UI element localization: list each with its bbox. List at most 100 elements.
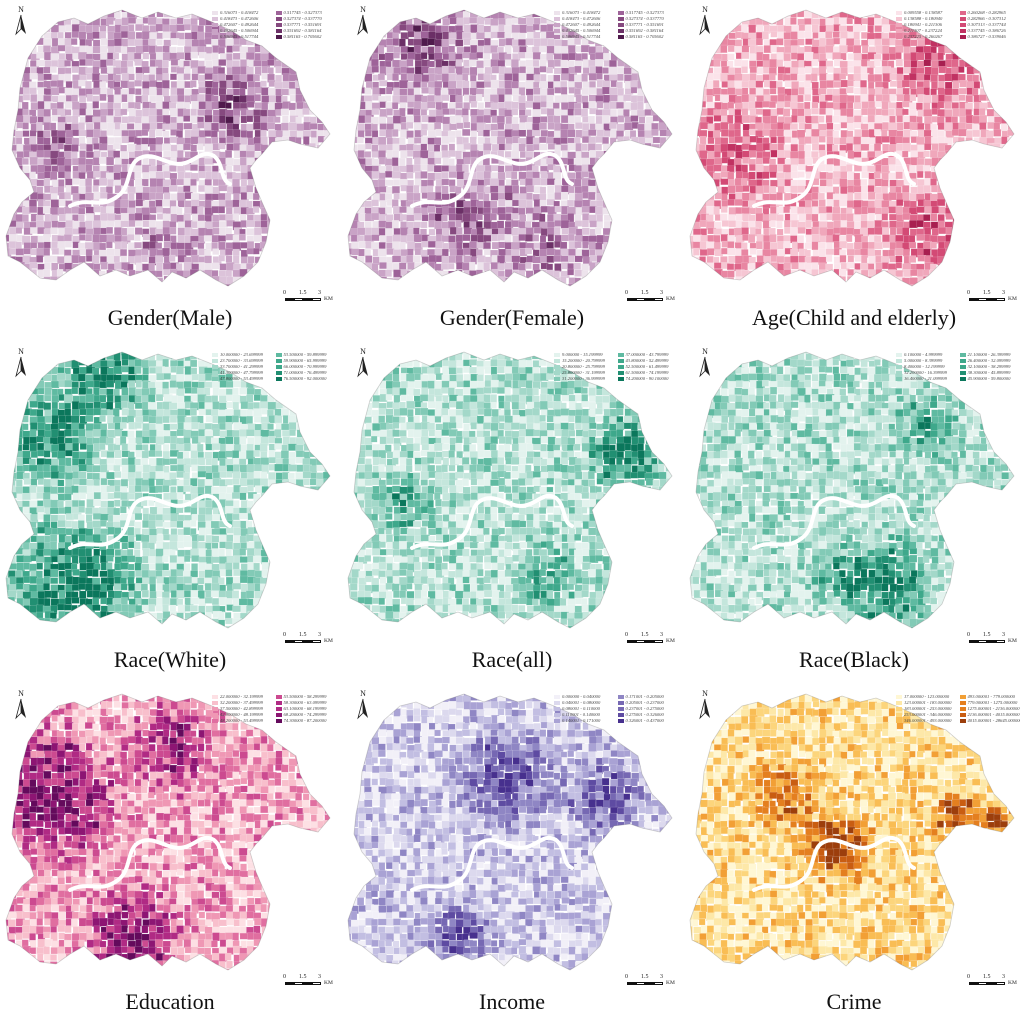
- legend-item: 22.000000 - 32.199999: [212, 694, 273, 699]
- legend-item: 53.500000 - 59.899999: [275, 352, 337, 357]
- north-arrow: N: [698, 348, 712, 383]
- legend-swatch: [959, 34, 966, 39]
- legend-swatch: [896, 364, 902, 369]
- scale-tick-label: 0: [283, 632, 286, 638]
- river-thames: [752, 151, 916, 208]
- legend-swatch: [212, 712, 218, 717]
- legend-swatch: [275, 352, 282, 357]
- legend-item: 48.200000 - 53.499999: [212, 718, 273, 723]
- map-area-units: [6, 10, 330, 286]
- borough-boundary: [5, 9, 331, 287]
- legend-swatch: [896, 28, 902, 33]
- legend-swatch: [617, 694, 624, 699]
- legend-swatch: [554, 16, 560, 21]
- north-label: N: [702, 5, 708, 14]
- north-label: N: [360, 689, 366, 698]
- legend-item: 0.040001 - 0.080000: [554, 700, 615, 705]
- legend-item: 0.205001 - 0.237000: [617, 700, 679, 705]
- scale-bar-segments: [285, 640, 321, 643]
- legend-item: 71.000000 - 76.499999: [275, 370, 337, 375]
- legend-item: 0.506945 - 0.517744: [212, 34, 273, 39]
- north-arrow-icon: [15, 14, 26, 36]
- legend-label: 66.000000 - 70.999999: [283, 364, 327, 369]
- legend-item: 0.506945 - 0.517744: [554, 34, 615, 39]
- legend-label: 8.400000 - 12.199999: [904, 364, 945, 369]
- legend-swatch: [617, 370, 624, 375]
- legend-swatch: [959, 694, 966, 699]
- legend-item: 0.527374 - 0.537770: [275, 16, 337, 21]
- legend-swatch: [554, 352, 560, 357]
- legend-swatch: [617, 712, 624, 717]
- choropleth-map: [347, 351, 673, 629]
- legend-item: 0.180941 - 0.211306: [896, 22, 957, 27]
- legend-label: 0.506945 - 0.517744: [220, 34, 259, 39]
- scale-tick-label: 3: [660, 632, 663, 638]
- legend-item: 10.000000 - 23.699999: [212, 352, 273, 357]
- legend-item: 0.282966 - 0.307312: [959, 16, 1021, 21]
- legend-item: 66.000000 - 70.999999: [275, 364, 337, 369]
- legend-item: 0.581165 - 0.705602: [275, 34, 337, 39]
- north-label: N: [18, 689, 24, 698]
- legend-item: 37.000000 - 43.799999: [617, 352, 679, 357]
- legend-label: 53.500000 - 58.299999: [283, 694, 327, 699]
- legend-swatch: [554, 28, 560, 33]
- legend-label: 0.517745 - 0.527373: [625, 10, 664, 15]
- legend-label: 0.100000 - 4.999999: [904, 352, 943, 357]
- legend-label: 61.500000 - 74.199999: [625, 370, 669, 375]
- legend-label: 0.472607 - 0.492644: [562, 22, 601, 27]
- legend-swatch: [275, 16, 282, 21]
- legend-item: 123.000001 - 183.000000: [896, 700, 957, 705]
- scale-bar-segments: [627, 982, 663, 985]
- scale-tick-label: 0: [967, 290, 970, 296]
- legend-swatch: [212, 28, 218, 33]
- panel-caption: Education: [125, 989, 215, 1014]
- scale-bar: 0 1.5 3 KM: [966, 632, 1024, 650]
- map-legend: 0.100000 - 4.999999 5.000000 - 8.399999 8.…: [896, 352, 1020, 381]
- legend-item: 0.260268 - 0.282965: [959, 10, 1021, 15]
- river-thames: [68, 151, 232, 208]
- map-legend: 10.000000 - 23.699999 23.700000 - 33.6999…: [212, 352, 336, 381]
- scale-bar: 0 1.5 3 KM: [624, 290, 682, 308]
- legend-swatch: [959, 712, 966, 717]
- choropleth-map: [347, 693, 673, 971]
- legend-item: 0.316073 - 0.418472: [212, 10, 273, 15]
- legend-item: 0.472607 - 0.492644: [554, 22, 615, 27]
- legend-label: 58.300000 - 63.099999: [283, 700, 327, 705]
- legend-label: 25.800000 - 31.199999: [562, 370, 605, 375]
- legend-item: 32.100000 - 38.299999: [959, 364, 1021, 369]
- scale-tick-label: 1.5: [983, 290, 991, 296]
- legend-item: 8.400000 - 12.199999: [896, 364, 957, 369]
- map-area-units: [6, 352, 330, 628]
- legend-label: 68.200000 - 74.299999: [283, 712, 327, 717]
- north-arrow: N: [356, 6, 370, 41]
- map-legend: 22.000000 - 32.199999 32.200000 - 37.4999…: [212, 694, 336, 723]
- legend-swatch: [896, 16, 902, 21]
- legend-item: 20.800000 - 25.799999: [554, 364, 615, 369]
- legend-swatch: [554, 364, 560, 369]
- legend-label: 20.800000 - 25.799999: [562, 364, 605, 369]
- legend-swatch: [212, 370, 218, 375]
- legend-swatch: [554, 358, 560, 363]
- north-arrow-icon: [357, 14, 368, 36]
- north-arrow-icon: [15, 698, 26, 720]
- scale-tick-label: 1.5: [983, 974, 991, 980]
- scale-bar-segments: [627, 640, 663, 643]
- legend-swatch: [275, 358, 282, 363]
- legend-item: 37.500000 - 42.899999: [212, 706, 273, 711]
- north-arrow-icon: [15, 356, 26, 378]
- scale-tick-label: 3: [660, 290, 663, 296]
- legend-item: 61.500000 - 74.199999: [617, 370, 679, 375]
- legend-item: 0.211307 - 0.237224: [896, 28, 957, 33]
- legend-swatch: [554, 712, 560, 717]
- scale-bar: 0 1.5 3 KM: [282, 632, 340, 650]
- legend-label: 53.500000 - 59.899999: [283, 352, 327, 357]
- legend-label: 0.492645 - 0.506944: [220, 28, 259, 33]
- north-arrow-icon: [357, 356, 368, 378]
- legend-swatch: [617, 706, 624, 711]
- legend-label: 48.200000 - 53.499999: [220, 718, 263, 723]
- legend-label: 0.527374 - 0.537770: [625, 16, 664, 21]
- legend-item: 38.300000 - 45.899999: [959, 370, 1021, 375]
- legend-item: 5.000000 - 8.399999: [896, 358, 957, 363]
- legend-label: 52.500000 - 61.499999: [625, 364, 669, 369]
- borough-boundary: [347, 9, 673, 287]
